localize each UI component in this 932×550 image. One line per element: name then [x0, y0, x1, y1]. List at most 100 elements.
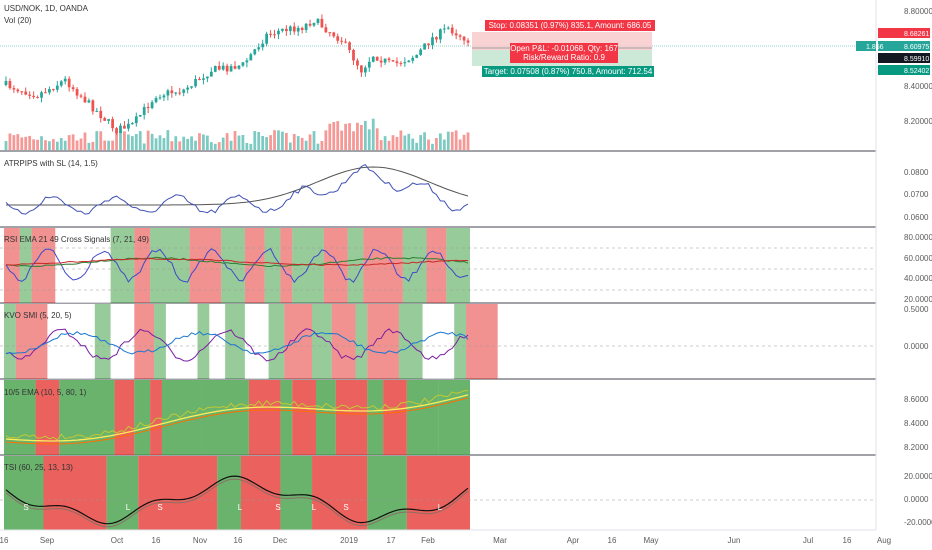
rsi-tick: 80.0000: [904, 233, 932, 242]
pnl-label-box[interactable]: [510, 43, 618, 63]
smi-line: [5, 330, 469, 355]
candle-body: [202, 78, 205, 80]
signal-band: [4, 304, 16, 379]
signal-band: [367, 456, 407, 530]
volume-bar: [119, 131, 122, 150]
candle-body: [134, 116, 138, 124]
volume-bar: [466, 132, 470, 150]
volume-bar: [277, 130, 280, 150]
stop-label-box[interactable]: [485, 20, 655, 31]
volume-bar: [375, 128, 379, 150]
time-axis-label: Mar: [493, 536, 507, 545]
volume-bar: [324, 130, 328, 150]
candle-body: [182, 89, 186, 93]
target-label-box[interactable]: [482, 66, 654, 77]
time-axis[interactable]: 16 Sep Oct 16 Nov 16 Dec 2019 17 Feb Mar Apr 16 May Ju…: [0, 529, 932, 550]
signal-band: [47, 304, 95, 379]
candle-body: [241, 62, 245, 66]
volume-bar: [316, 143, 320, 150]
volume-bar: [435, 138, 438, 150]
candle-body: [363, 67, 367, 73]
candle-body: [190, 86, 193, 88]
candle-body: [466, 40, 470, 43]
ema-pane[interactable]: [4, 380, 470, 455]
volume-bar: [213, 143, 217, 150]
volume-bar: [257, 132, 261, 150]
candle-body: [288, 26, 292, 32]
signal-band: [466, 304, 498, 379]
rsi-title: RSI EMA 21 49 Cross Signals (7, 21, 49): [4, 235, 149, 244]
candle-body: [257, 47, 261, 50]
signal-band: [363, 228, 403, 303]
tsi-signal-letter: L: [238, 503, 243, 512]
atr-line: [5, 163, 469, 215]
volume-bar: [442, 139, 446, 150]
candle-body: [36, 97, 39, 99]
ema-price-line: [5, 390, 469, 441]
candle-body: [63, 78, 67, 82]
volume-bar: [24, 136, 28, 150]
rsi-pane[interactable]: [0, 228, 876, 303]
volume-bar: [32, 139, 36, 150]
candle-body: [367, 61, 371, 68]
volume-bar: [158, 135, 162, 150]
volume-bar: [36, 139, 39, 150]
time-axis-label: Aug: [877, 536, 891, 545]
position-tool[interactable]: Stop: 0.08351 (0.97%) 835.1, Amount: 686…: [472, 20, 655, 77]
candle-body: [403, 62, 407, 64]
volume-bar: [48, 141, 51, 150]
volume-bar: [182, 136, 186, 150]
candle-body: [446, 27, 450, 29]
signal-band: [150, 380, 162, 455]
volume-bar: [237, 135, 241, 150]
candle-body: [67, 78, 71, 88]
candle-body: [150, 102, 154, 109]
time-axis-label: Sep: [40, 536, 55, 545]
symbol-title: USD/NOK, 1D, OANDA: [4, 4, 89, 13]
volume-bar: [360, 124, 363, 150]
signal-band: [43, 456, 107, 530]
candle-body: [4, 81, 8, 85]
atr-tick: 0.0600: [904, 213, 929, 222]
price-pane[interactable]: [0, 14, 876, 150]
atr-pane[interactable]: [5, 163, 469, 215]
volume-bar: [300, 137, 304, 150]
volume-bar: [340, 130, 344, 150]
candle-body: [127, 123, 130, 129]
signal-band: [134, 304, 155, 379]
candle-body: [154, 98, 158, 103]
kvo-line: [5, 328, 469, 362]
volume-bar: [431, 143, 434, 150]
kvo-pane[interactable]: [0, 304, 876, 379]
volume-bar: [458, 139, 462, 150]
ema21-line: [5, 256, 469, 268]
candle-body: [12, 88, 16, 90]
candle-body: [225, 65, 229, 72]
tsi-signal-line: [5, 478, 469, 528]
volume-bar: [51, 139, 55, 150]
volume-bar: [40, 136, 43, 150]
price-tick: 8.20000: [904, 117, 932, 126]
volume-bar: [103, 140, 107, 150]
time-axis-label: Nov: [193, 536, 207, 545]
candle-body: [360, 65, 363, 73]
signal-band: [406, 380, 439, 455]
volume-bar: [107, 140, 111, 150]
signal-band: [268, 304, 285, 379]
signal-band: [15, 304, 48, 379]
signal-band: [161, 380, 202, 455]
volume-bar: [407, 133, 411, 150]
rsi-tick: 20.0000: [904, 295, 932, 304]
candle-body: [178, 92, 182, 94]
entry-price-tag-text: 8.59910: [904, 56, 929, 63]
price-scale[interactable]: 8.80000 8.40000 8.20000 8.68261 8.60975 …: [856, 0, 932, 530]
candle-body: [316, 18, 320, 24]
signal-band: [367, 304, 399, 379]
time-axis-label: 16: [234, 536, 243, 545]
candle-body: [138, 114, 142, 117]
candle-body: [221, 65, 225, 70]
candle-body: [371, 56, 375, 62]
volume-bar: [91, 141, 95, 150]
